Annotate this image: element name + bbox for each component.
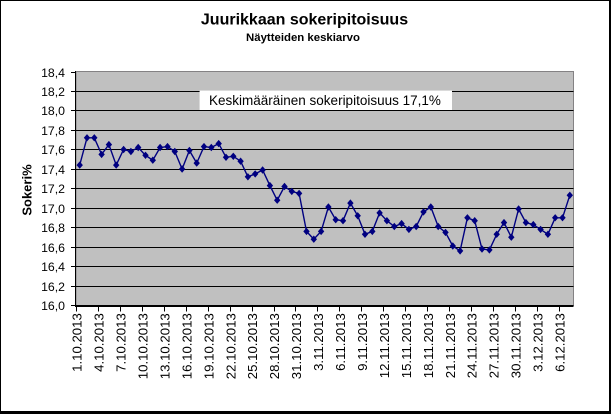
svg-text:18,0: 18,0: [41, 104, 65, 118]
svg-text:19.10.2013: 19.10.2013: [201, 313, 216, 379]
svg-text:1.10.2013: 1.10.2013: [70, 313, 85, 372]
svg-text:17,4: 17,4: [41, 163, 65, 177]
svg-text:30.11.2013: 30.11.2013: [509, 313, 524, 378]
svg-text:10.10.2013: 10.10.2013: [136, 313, 151, 379]
svg-text:24.11.2013: 24.11.2013: [465, 313, 480, 378]
svg-text:16,0: 16,0: [41, 299, 65, 313]
svg-text:3.11.2013: 3.11.2013: [311, 313, 326, 371]
svg-text:6.11.2013: 6.11.2013: [333, 313, 348, 371]
svg-text:22.10.2013: 22.10.2013: [223, 313, 238, 379]
svg-text:18.11.2013: 18.11.2013: [421, 313, 436, 378]
svg-text:Sokeri%: Sokeri%: [20, 164, 35, 216]
svg-text:Näytteiden keskiarvo: Näytteiden keskiarvo: [246, 32, 360, 44]
svg-text:17,8: 17,8: [41, 124, 65, 138]
svg-text:16,8: 16,8: [41, 221, 65, 235]
svg-text:7.10.2013: 7.10.2013: [114, 313, 129, 372]
svg-text:13.10.2013: 13.10.2013: [157, 313, 172, 379]
svg-text:6.12.2013: 6.12.2013: [553, 313, 568, 372]
svg-text:16,2: 16,2: [41, 280, 65, 294]
svg-text:18,4: 18,4: [41, 66, 65, 80]
svg-text:17,0: 17,0: [41, 202, 65, 216]
svg-text:Juurikkaan sokeripitoisuus: Juurikkaan sokeripitoisuus: [201, 12, 408, 29]
svg-text:27.11.2013: 27.11.2013: [487, 313, 502, 378]
svg-text:4.10.2013: 4.10.2013: [92, 313, 107, 372]
svg-text:17,2: 17,2: [41, 182, 65, 196]
svg-text:31.10.2013: 31.10.2013: [289, 313, 304, 379]
svg-text:9.11.2013: 9.11.2013: [355, 313, 370, 371]
svg-text:17,6: 17,6: [41, 143, 65, 157]
svg-text:25.10.2013: 25.10.2013: [245, 313, 260, 379]
svg-text:12.11.2013: 12.11.2013: [377, 313, 392, 378]
svg-text:16,6: 16,6: [41, 241, 65, 255]
svg-text:16.10.2013: 16.10.2013: [179, 313, 194, 379]
svg-text:Keskimääräinen sokeripitoisuus: Keskimääräinen sokeripitoisuus 17,1%: [209, 93, 441, 108]
svg-text:15.11.2013: 15.11.2013: [399, 313, 414, 378]
svg-text:28.10.2013: 28.10.2013: [267, 313, 282, 379]
svg-text:3.12.2013: 3.12.2013: [531, 313, 546, 372]
svg-text:21.11.2013: 21.11.2013: [443, 313, 458, 378]
svg-text:18,2: 18,2: [41, 85, 65, 99]
svg-text:16,4: 16,4: [41, 260, 65, 274]
